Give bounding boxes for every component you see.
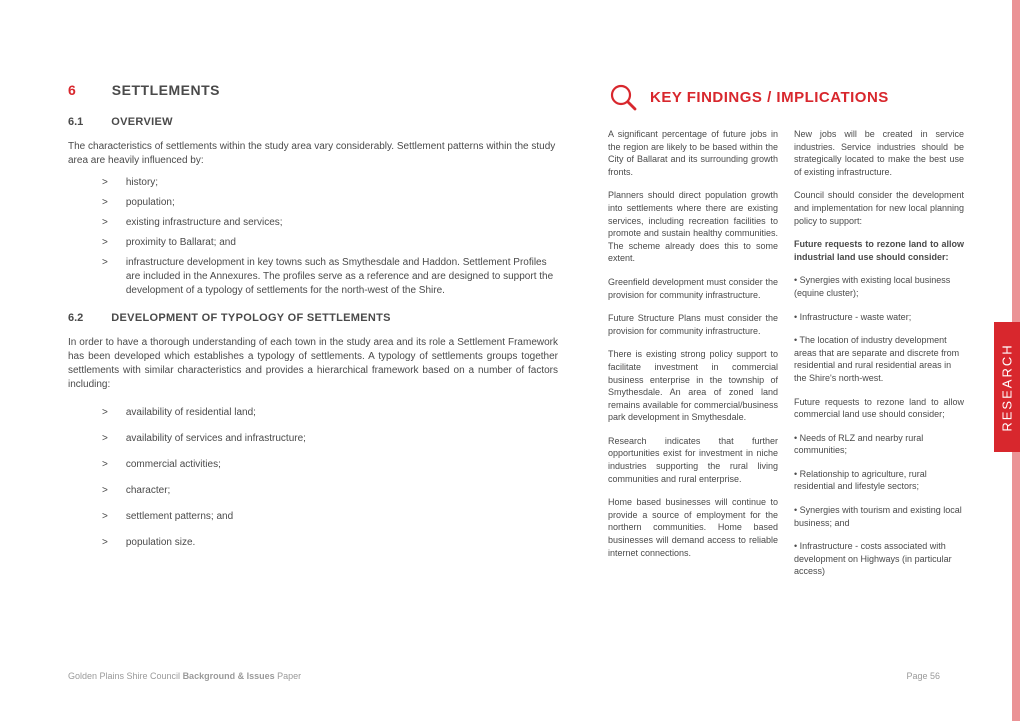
list-item: > infrastructure development in key town… bbox=[102, 256, 558, 298]
bullet-text: population size. bbox=[126, 536, 196, 550]
bullet-text: history; bbox=[126, 176, 158, 190]
bullet-text: character; bbox=[126, 484, 170, 498]
overview-header: 6.1 OVERVIEW bbox=[68, 116, 558, 128]
bullet-text: commercial activities; bbox=[126, 458, 221, 472]
chevron-icon: > bbox=[102, 484, 108, 498]
chevron-icon: > bbox=[102, 406, 108, 420]
chevron-icon: > bbox=[102, 458, 108, 472]
typology-bullet-list: > availability of residential land; > avai… bbox=[102, 406, 558, 550]
kf-para: Future requests to rezone land to allow … bbox=[794, 396, 964, 421]
list-item: > availability of residential land; bbox=[102, 406, 558, 420]
key-findings-header: KEY FINDINGS / IMPLICATIONS bbox=[608, 82, 968, 112]
section-title: SETTLEMENTS bbox=[112, 82, 220, 98]
bullet-text: infrastructure development in key towns … bbox=[126, 256, 558, 298]
kf-para-bold: Future requests to rezone land to allow … bbox=[794, 238, 964, 263]
page-content: 6 SETTLEMENTS 6.1 OVERVIEW The character… bbox=[68, 82, 968, 589]
footer-doc: Background & Issues bbox=[183, 671, 275, 681]
chevron-icon: > bbox=[102, 510, 108, 524]
footer-org: Golden Plains Shire Council bbox=[68, 671, 183, 681]
overview-title: OVERVIEW bbox=[111, 116, 173, 128]
kf-left-column: A significant percentage of future jobs … bbox=[608, 128, 778, 589]
kf-para: New jobs will be created in service indu… bbox=[794, 128, 964, 178]
typology-header: 6.2 DEVELOPMENT OF TYPOLOGY OF SETTLEMEN… bbox=[68, 312, 558, 324]
bullet-text: proximity to Ballarat; and bbox=[126, 236, 236, 250]
kf-bullet: • Needs of RLZ and nearby rural communit… bbox=[794, 432, 964, 457]
list-item: > population; bbox=[102, 196, 558, 210]
kf-bullet: • Synergies with existing local business… bbox=[794, 274, 964, 299]
key-findings-columns: A significant percentage of future jobs … bbox=[608, 128, 968, 589]
kf-para: There is existing strong policy support … bbox=[608, 348, 778, 424]
kf-para: Council should consider the development … bbox=[794, 189, 964, 227]
section-number: 6 bbox=[68, 82, 76, 98]
kf-para: A significant percentage of future jobs … bbox=[608, 128, 778, 178]
footer-suffix: Paper bbox=[275, 671, 302, 681]
list-item: > population size. bbox=[102, 536, 558, 550]
overview-number: 6.1 bbox=[68, 116, 83, 128]
side-tab: RESEARCH bbox=[994, 322, 1020, 452]
list-item: > existing infrastructure and services; bbox=[102, 216, 558, 230]
typology-intro: In order to have a thorough understandin… bbox=[68, 336, 558, 392]
chevron-icon: > bbox=[102, 256, 108, 298]
side-tab-label: RESEARCH bbox=[1000, 343, 1015, 431]
kf-right-column: New jobs will be created in service indu… bbox=[794, 128, 964, 589]
overview-bullet-list: > history; > population; > existing infras… bbox=[102, 176, 558, 298]
list-item: > character; bbox=[102, 484, 558, 498]
typology-number: 6.2 bbox=[68, 312, 83, 324]
right-column: KEY FINDINGS / IMPLICATIONS A significan… bbox=[608, 82, 968, 589]
footer-left: Golden Plains Shire Council Background &… bbox=[68, 671, 301, 681]
chevron-icon: > bbox=[102, 432, 108, 446]
bullet-text: settlement patterns; and bbox=[126, 510, 233, 524]
bullet-text: population; bbox=[126, 196, 175, 210]
list-item: > settlement patterns; and bbox=[102, 510, 558, 524]
kf-para: Planners should direct population growth… bbox=[608, 189, 778, 265]
kf-para: Future Structure Plans must consider the… bbox=[608, 312, 778, 337]
bullet-text: availability of residential land; bbox=[126, 406, 256, 420]
section-header: 6 SETTLEMENTS bbox=[68, 82, 558, 98]
bullet-text: existing infrastructure and services; bbox=[126, 216, 283, 230]
bullet-text: availability of services and infrastruct… bbox=[126, 432, 306, 446]
list-item: > proximity to Ballarat; and bbox=[102, 236, 558, 250]
kf-para: Greenfield development must consider the… bbox=[608, 276, 778, 301]
chevron-icon: > bbox=[102, 236, 108, 250]
kf-bullet: • Infrastructure - costs associated with… bbox=[794, 540, 964, 578]
overview-intro: The characteristics of settlements withi… bbox=[68, 140, 558, 168]
magnifier-icon bbox=[608, 82, 638, 112]
kf-para: Home based businesses will continue to p… bbox=[608, 496, 778, 559]
kf-para: Research indicates that further opportun… bbox=[608, 435, 778, 485]
kf-bullet: • Infrastructure - waste water; bbox=[794, 311, 964, 324]
kf-bullet: • Relationship to agriculture, rural res… bbox=[794, 468, 964, 493]
list-item: > commercial activities; bbox=[102, 458, 558, 472]
key-findings-title: KEY FINDINGS / IMPLICATIONS bbox=[650, 89, 889, 106]
footer-page-number: Page 56 bbox=[906, 671, 940, 681]
left-column: 6 SETTLEMENTS 6.1 OVERVIEW The character… bbox=[68, 82, 558, 558]
kf-bullet: • Synergies with tourism and existing lo… bbox=[794, 504, 964, 529]
chevron-icon: > bbox=[102, 176, 108, 190]
list-item: > history; bbox=[102, 176, 558, 190]
chevron-icon: > bbox=[102, 536, 108, 550]
chevron-icon: > bbox=[102, 216, 108, 230]
list-item: > availability of services and infrastruc… bbox=[102, 432, 558, 446]
kf-bullet: • The location of industry development a… bbox=[794, 334, 964, 384]
typology-title: DEVELOPMENT OF TYPOLOGY OF SETTLEMENTS bbox=[111, 312, 391, 324]
chevron-icon: > bbox=[102, 196, 108, 210]
